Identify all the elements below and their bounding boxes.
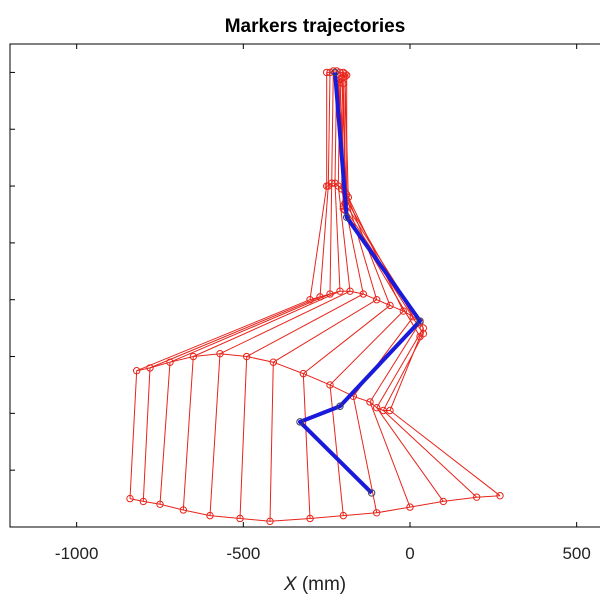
marker-point-11-3 — [372, 403, 381, 412]
marker-point-5-4 — [236, 514, 244, 523]
marker-point-7-2 — [386, 301, 394, 310]
segment-point-2 — [416, 317, 424, 325]
marker-point-2-4 — [156, 500, 164, 508]
x-axis-symbol: X — [283, 574, 298, 595]
marker-point-11-2 — [419, 324, 428, 332]
marker-point-1-3 — [146, 364, 154, 372]
marker-point-4-3 — [216, 349, 224, 358]
x-axis-unit: (mm) — [302, 574, 346, 595]
marker-point-6-4 — [266, 517, 274, 526]
marker-point-10-4 — [406, 503, 414, 511]
segment-line — [298, 72, 422, 495]
x-ticks: -1000 -500 0 500 — [55, 44, 591, 563]
marker-point-0-3 — [132, 367, 141, 375]
marker-point-6-2 — [372, 296, 381, 304]
x-tick-label-3: 500 — [562, 544, 590, 563]
marker-point-12-4 — [472, 493, 481, 501]
marker-point-0-4 — [126, 494, 134, 503]
marker-point-10-3 — [366, 398, 374, 406]
marker-point-8-2 — [399, 307, 408, 315]
marker-point-5-2 — [359, 290, 368, 298]
marker-point-9-4 — [372, 509, 381, 517]
marker-point-7-4 — [306, 514, 314, 523]
chart-title: Markers trajectories — [225, 16, 406, 37]
marker-point-13-4 — [496, 492, 504, 500]
marker-point-0-0 — [322, 68, 331, 77]
marker-path-4 — [129, 495, 501, 522]
segment-point-3 — [336, 402, 344, 410]
marker-point-13-3 — [386, 406, 394, 415]
marker-point-7-3 — [299, 369, 308, 378]
segment-layer — [296, 68, 424, 497]
marker-point-3-2 — [336, 287, 344, 295]
marker-point-2-1 — [327, 179, 336, 187]
marker-point-13-0 — [339, 80, 348, 88]
segment-point-4 — [296, 418, 304, 426]
y-ticks — [10, 71, 15, 471]
marker-path-2 — [309, 290, 424, 337]
trajectory-markers — [126, 67, 504, 526]
marker-point-8-3 — [326, 381, 334, 389]
marker-point-1-0 — [326, 68, 334, 77]
marker-point-3-4 — [179, 506, 188, 514]
x-tick-label-0: -1000 — [55, 544, 98, 563]
segment-point-5 — [367, 489, 376, 497]
marker-point-2-2 — [326, 290, 334, 298]
marker-point-11-4 — [439, 497, 448, 506]
marker-point-5-3 — [242, 352, 251, 361]
marker-point-0-2 — [306, 296, 314, 304]
marker-point-6-3 — [269, 358, 278, 366]
marker-point-13-2 — [416, 332, 424, 341]
marker-path-3 — [136, 353, 390, 411]
x-tick-label-2: 0 — [405, 544, 414, 563]
marker-point-2-3 — [166, 358, 174, 366]
plot-frame — [9, 43, 600, 528]
marker-point-3-3 — [189, 352, 198, 361]
marker-point-4-2 — [346, 287, 354, 295]
segment-point-1 — [342, 213, 351, 222]
segment-point-0 — [331, 68, 339, 77]
x-tick-label-1: -500 — [226, 544, 260, 563]
x-axis-label: X (mm) — [283, 574, 346, 595]
marker-point-4-4 — [206, 511, 214, 520]
plot-area: -1000 -500 0 500 — [9, 43, 600, 563]
marker-point-8-4 — [339, 511, 348, 520]
marker-point-1-4 — [139, 497, 148, 506]
marker-point-1-2 — [316, 293, 324, 301]
